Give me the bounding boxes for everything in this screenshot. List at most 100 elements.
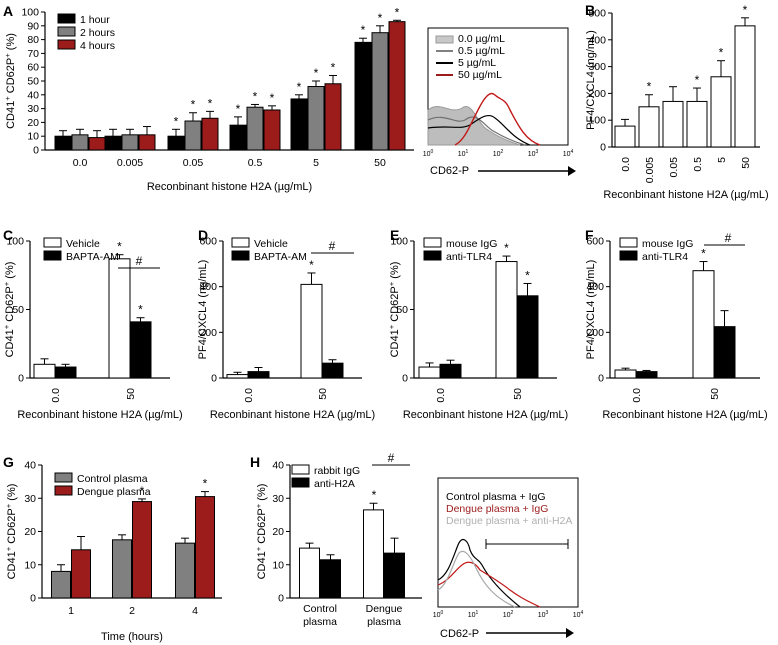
histogram-frame-h bbox=[437, 477, 579, 608]
legend-label-h: rabbit IgG bbox=[314, 465, 360, 477]
panel-label-b: B bbox=[585, 2, 595, 18]
y-tick-label-g: 0 bbox=[30, 593, 36, 605]
legend-label-e: mouse IgG bbox=[446, 238, 497, 250]
panel-label-d: D bbox=[198, 227, 208, 243]
bar-b bbox=[614, 125, 636, 148]
significance-marker-a: * bbox=[253, 89, 258, 103]
x-tick-label-a: 50 bbox=[374, 157, 386, 169]
x-tick-label-b: 50 bbox=[740, 157, 752, 169]
y-tick-label-a: 10 bbox=[27, 131, 39, 143]
bar-b bbox=[662, 100, 684, 148]
y-tick-label-b: 400 bbox=[588, 34, 606, 46]
y-tick-label-c: 0 bbox=[18, 373, 24, 385]
legend-label-e: anti-TLR4 bbox=[446, 251, 492, 263]
significance-marker-b: * bbox=[647, 80, 652, 94]
x-tick-label-h: plasma bbox=[367, 616, 401, 628]
significance-marker-b: * bbox=[719, 46, 724, 60]
y-tick-label-f: 600 bbox=[586, 236, 604, 248]
legend-swatch-e bbox=[423, 237, 442, 248]
bar-a bbox=[229, 124, 247, 151]
legend-label-h-inset: Dengue plasma + IgG bbox=[446, 503, 548, 515]
histogram-curve-2 bbox=[427, 114, 531, 146]
bar-a bbox=[324, 83, 342, 151]
x-tick-label-f: 50 bbox=[709, 388, 721, 400]
bar-a bbox=[246, 106, 264, 151]
legend-swatch-d bbox=[231, 237, 250, 248]
x-tick-label-h: Control bbox=[303, 603, 337, 615]
x-tick-label-a: 0.05 bbox=[183, 157, 204, 169]
legend-swatch-a bbox=[57, 39, 76, 50]
legend-swatch-e bbox=[423, 250, 442, 261]
significance-marker-a: * bbox=[314, 66, 319, 80]
histogram-curve-1 bbox=[427, 116, 526, 146]
bar-a bbox=[54, 135, 72, 151]
y-tick-label-e: 50 bbox=[396, 304, 408, 316]
histogram-curve-h-1 bbox=[437, 561, 541, 608]
y-tick-label-a: 20 bbox=[27, 117, 39, 129]
significance-marker-e: * bbox=[504, 241, 509, 255]
bar-a bbox=[354, 41, 372, 151]
x-tick-label-e: 0.0 bbox=[435, 388, 447, 403]
y-tick-label-a: 80 bbox=[27, 34, 39, 46]
panel-label-g: G bbox=[3, 454, 14, 470]
significance-marker-c: * bbox=[117, 240, 122, 254]
arrow-head-h-inset bbox=[566, 628, 574, 638]
bar-h bbox=[299, 547, 320, 599]
x-tick-label-a-inset: 100 bbox=[423, 149, 434, 158]
significance-marker-a: * bbox=[191, 98, 196, 112]
legend-label-d: BAPTA-AM bbox=[254, 251, 307, 263]
bar-c bbox=[129, 321, 152, 379]
legend-label-a-inset: 50 µg/mL bbox=[458, 69, 502, 81]
x-tick-label-a-inset: 104 bbox=[563, 149, 574, 158]
x-tick-label-a-inset: 101 bbox=[458, 149, 469, 158]
bar-a bbox=[184, 120, 202, 151]
x-axis-label-b: Reconbinant histone H2A (µg/mL) bbox=[603, 189, 768, 201]
bar-b bbox=[638, 106, 660, 148]
x-axis-label-e: Reconbinant histone H2A (µg/mL) bbox=[403, 409, 568, 421]
y-axis-label-e: CD41+ CD62P+ (%) bbox=[387, 262, 402, 358]
legend-swatch-c bbox=[43, 250, 62, 261]
y-tick-label-b: 0 bbox=[600, 142, 606, 154]
legend-label-g: Control plasma bbox=[77, 473, 148, 485]
significance-marker-d: # bbox=[329, 239, 336, 253]
y-tick-label-f: 200 bbox=[586, 327, 604, 339]
significance-marker-a: * bbox=[208, 96, 213, 110]
y-tick-label-a: 100 bbox=[21, 7, 39, 19]
x-tick-label-c: 0.0 bbox=[50, 388, 62, 403]
bar-a bbox=[388, 21, 406, 151]
significance-marker-b: * bbox=[695, 73, 700, 87]
bar-a bbox=[307, 86, 325, 151]
significance-marker-d: * bbox=[309, 258, 314, 272]
bar-h bbox=[320, 559, 341, 599]
x-tick-label-h-inset: 101 bbox=[468, 610, 479, 619]
legend-label-a-inset: 0.0 µg/mL bbox=[458, 33, 505, 45]
legend-swatch-a-inset bbox=[435, 35, 454, 44]
x-tick-label-a: 0.0 bbox=[73, 157, 88, 169]
x-axis-label-h-inset: CD62-P bbox=[440, 628, 479, 640]
significance-marker-b: * bbox=[743, 3, 748, 17]
y-tick-label-a: 50 bbox=[27, 76, 39, 88]
panel-label-h: H bbox=[250, 454, 260, 470]
significance-marker-g: * bbox=[203, 477, 208, 491]
y-tick-label-h: 30 bbox=[272, 493, 284, 505]
bar-h bbox=[363, 509, 384, 599]
y-tick-label-b: 100 bbox=[588, 115, 606, 127]
y-tick-label-a: 70 bbox=[27, 48, 39, 60]
y-axis-label-b: PF4/CXCL4 (ng/mL) bbox=[585, 30, 597, 130]
bar-c bbox=[33, 363, 56, 379]
bar-a bbox=[167, 135, 185, 151]
bar-d bbox=[247, 371, 270, 379]
histogram-curve-h-2 bbox=[437, 550, 516, 608]
bar-e bbox=[418, 366, 441, 379]
legend-label-a: 1 hour bbox=[80, 14, 110, 26]
bar-g bbox=[51, 570, 71, 599]
x-axis-label-c: Reconbinant histone H2A (µg/mL) bbox=[17, 409, 182, 421]
legend-swatch-a bbox=[57, 13, 76, 24]
x-tick-label-h-inset: 103 bbox=[538, 610, 549, 619]
x-axis-label-f: Reconbinant histone H2A (µg/mL) bbox=[602, 409, 767, 421]
y-tick-label-c: 100 bbox=[6, 236, 24, 248]
legend-label-a-inset: 5 µg/mL bbox=[458, 57, 496, 69]
bar-e bbox=[439, 363, 462, 379]
y-tick-label-a: 30 bbox=[27, 103, 39, 115]
legend-swatch-d bbox=[231, 250, 250, 261]
